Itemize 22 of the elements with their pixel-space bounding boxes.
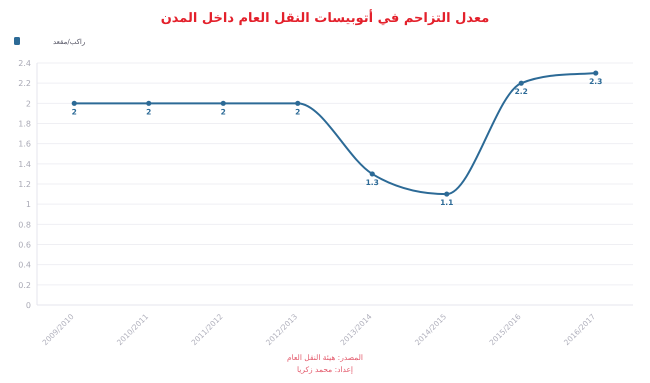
point xyxy=(593,70,598,76)
y-tick-label: 1.8 xyxy=(18,120,31,128)
point xyxy=(295,100,300,106)
y-tick-label: 0.4 xyxy=(18,260,31,270)
y-tick-label: 1.4 xyxy=(18,160,31,169)
y-tick-label: 2.4 xyxy=(18,59,31,68)
point xyxy=(444,191,450,197)
point xyxy=(220,100,226,106)
y-tick-label: 0 xyxy=(26,301,31,310)
point xyxy=(72,100,77,106)
y-tick-label: 1 xyxy=(26,200,31,210)
chart-title: معدل التزاحم في أتوبيسات النقل العام داخل المدن xyxy=(160,9,490,26)
y-tick-label: 0.2 xyxy=(18,280,31,290)
y-tick-label: 2.2 xyxy=(18,79,31,88)
y-tick-label: 2 xyxy=(26,99,31,108)
y-tick-label: 0.8 xyxy=(18,220,31,230)
y-tick-label: 1.2 xyxy=(18,180,31,189)
y-tick-label: 1.6 xyxy=(18,140,31,149)
point xyxy=(146,100,152,106)
point xyxy=(370,171,375,177)
point xyxy=(518,80,524,86)
y-tick-label: 0.6 xyxy=(18,240,31,250)
